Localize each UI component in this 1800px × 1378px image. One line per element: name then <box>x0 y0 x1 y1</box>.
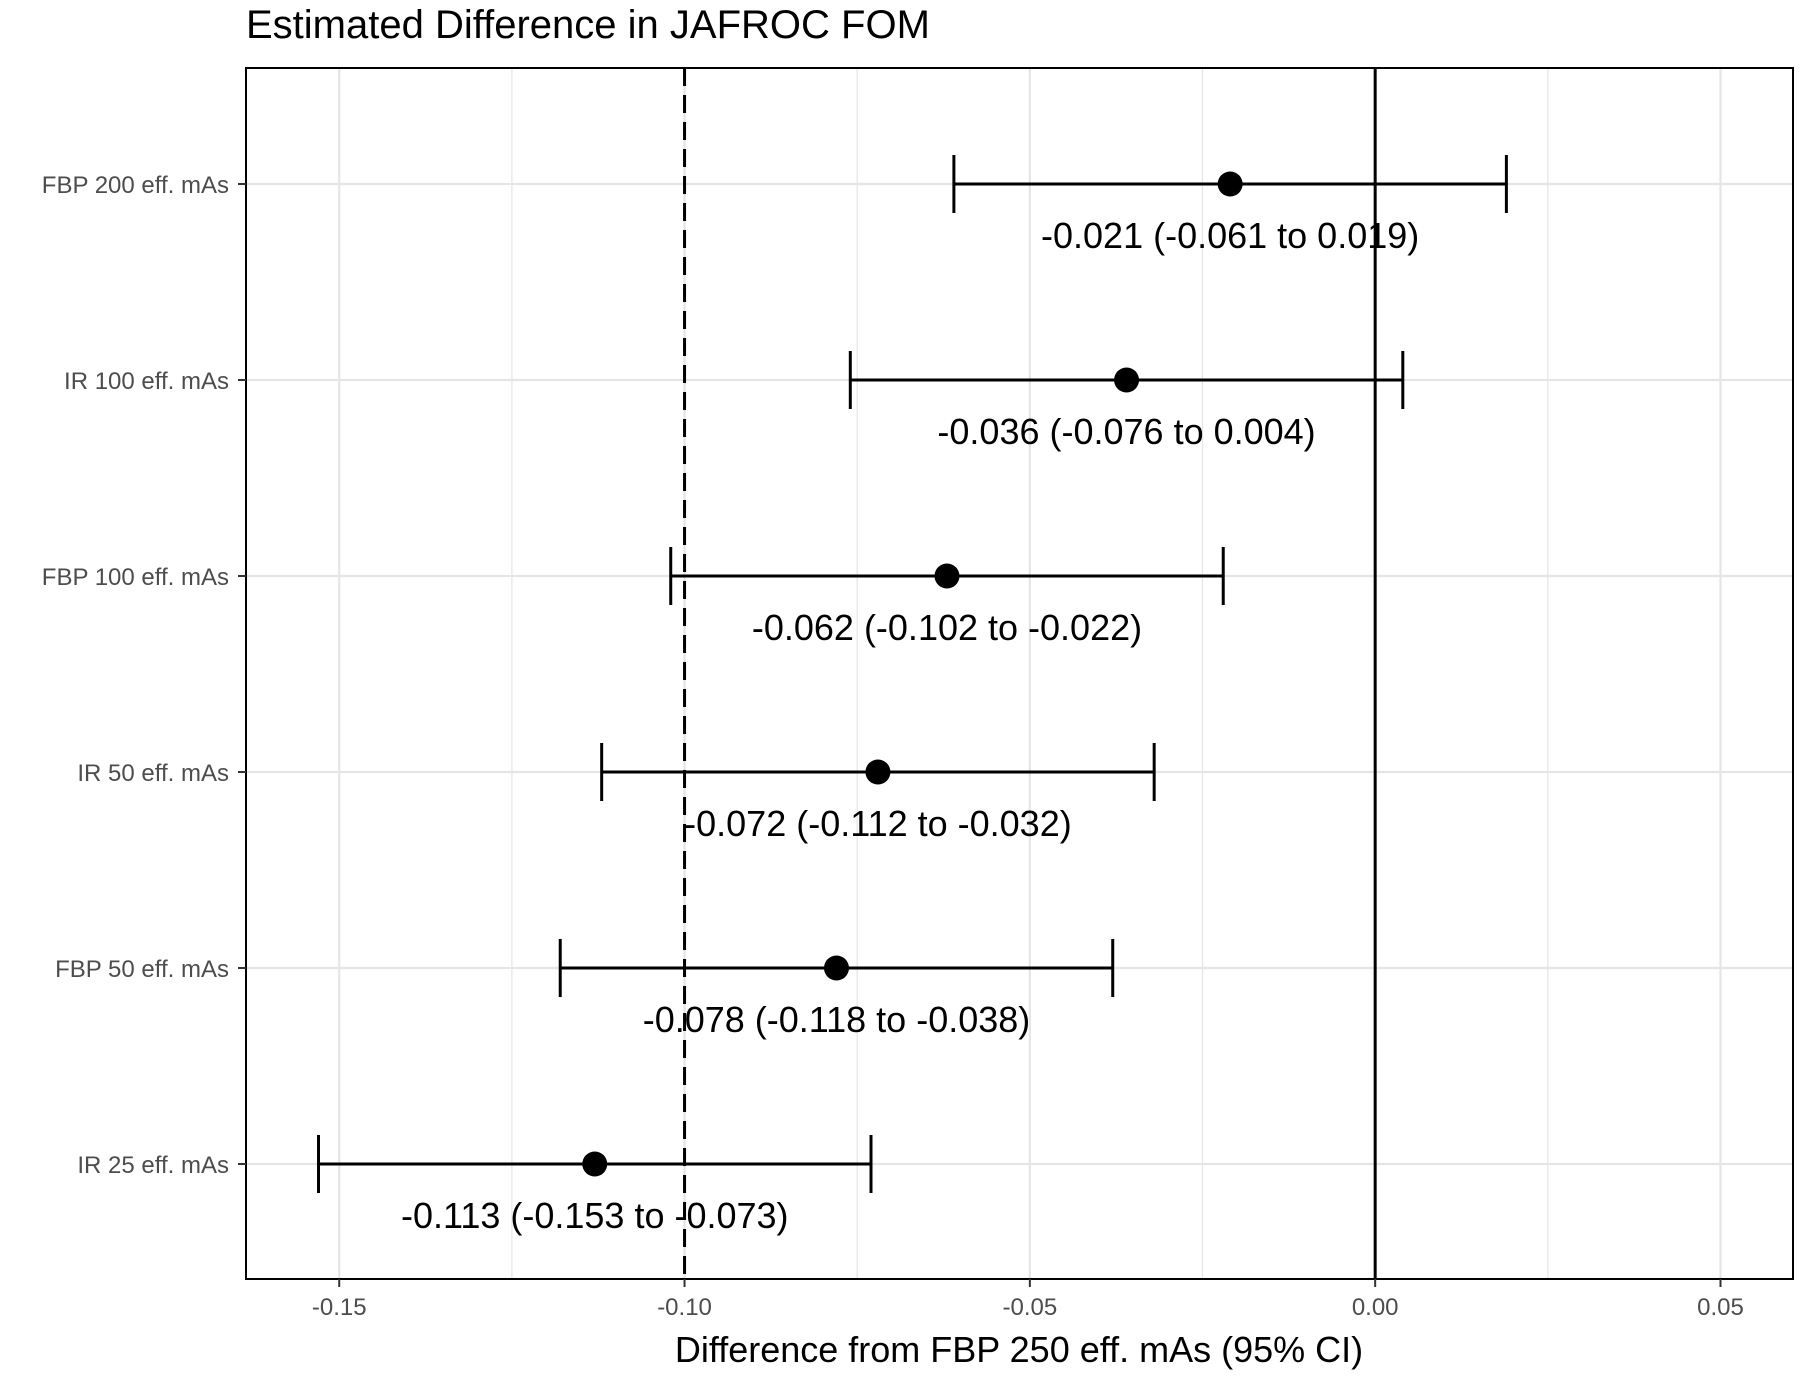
y-tick-label: FBP 50 eff. mAs <box>55 956 229 983</box>
estimate-label: -0.036 (-0.076 to 0.004) <box>937 411 1315 452</box>
estimate-point <box>1217 171 1243 197</box>
estimate-label: -0.078 (-0.118 to -0.038) <box>643 999 1031 1040</box>
estimate-point <box>582 1151 608 1177</box>
x-tick-label: 0.00 <box>1352 1294 1399 1321</box>
y-tick-label: IR 100 eff. mAs <box>64 368 229 395</box>
y-tick-label: IR 50 eff. mAs <box>77 760 229 787</box>
data-labels: -0.021 (-0.061 to 0.019) -0.036 (-0.076 t… <box>401 215 1419 1236</box>
y-tick-label: IR 25 eff. mAs <box>77 1152 229 1179</box>
y-tick-label: FBP 200 eff. mAs <box>42 172 229 199</box>
x-tick-label: 0.05 <box>1697 1294 1744 1321</box>
grid-lines <box>246 68 1793 1279</box>
estimate-point <box>1114 367 1140 393</box>
estimate-point <box>934 563 960 589</box>
panel-border <box>245 67 1794 1280</box>
x-axis: -0.15 -0.10 -0.05 0.00 0.05 <box>312 1279 1744 1321</box>
x-tick-label: -0.15 <box>312 1294 367 1321</box>
estimate-label: -0.072 (-0.112 to -0.032) <box>684 803 1072 844</box>
y-axis: FBP 200 eff. mAs IR 100 eff. mAs FBP 100 e… <box>42 172 246 1179</box>
x-tick-label: -0.10 <box>657 1294 712 1321</box>
x-tick-label: -0.05 <box>1003 1294 1058 1321</box>
estimate-label: -0.062 (-0.102 to -0.022) <box>752 607 1142 648</box>
estimate-point <box>823 955 849 981</box>
estimate-label: -0.113 (-0.153 to -0.073) <box>401 1195 789 1236</box>
estimate-label: -0.021 (-0.061 to 0.019) <box>1041 215 1419 256</box>
x-axis-title: Difference from FBP 250 eff. mAs (95% CI… <box>675 1329 1363 1370</box>
y-tick-label: FBP 100 eff. mAs <box>42 564 229 591</box>
estimates-series <box>317 155 1508 1193</box>
estimate-point <box>865 759 891 785</box>
reference-lines <box>683 68 1377 1279</box>
chart-title: Estimated Difference in JAFROC FOM <box>246 3 930 47</box>
